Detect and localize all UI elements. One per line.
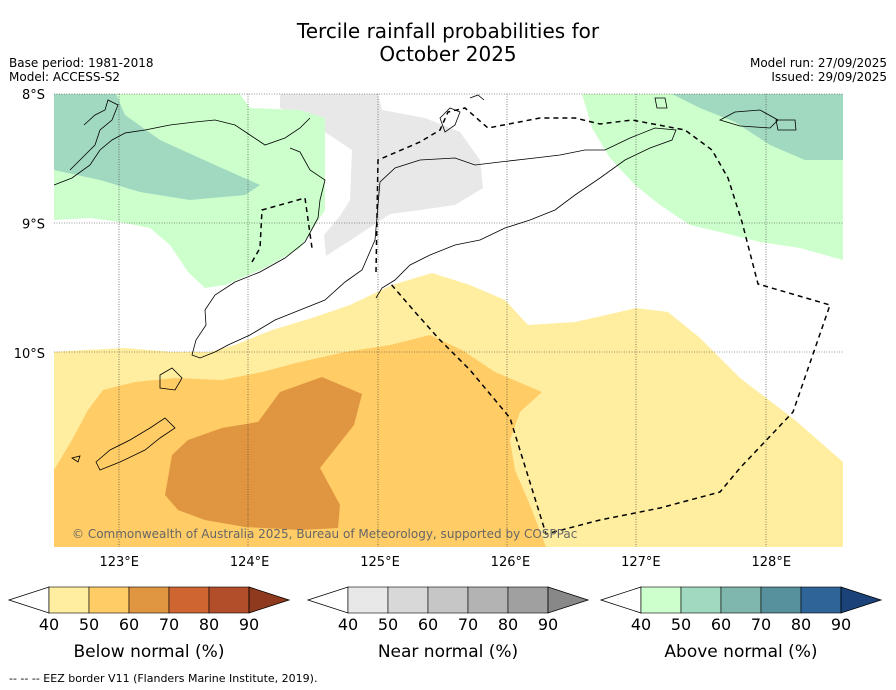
colorbar-3: 40 50 60 70 80 90 Above normal (%) [599,586,883,662]
colorbar-segment [88,586,130,614]
base-period: Base period: 1981-2018 [9,56,154,70]
y-tick-label: 8°S [22,88,45,103]
chart-title: Tercile rainfall probabilities for Octob… [0,20,896,66]
y-tick-label: 10°S [14,347,45,362]
colorbar-tick-label: 50 [79,615,99,634]
colorbar-tick-label: 80 [791,615,811,634]
meta-right: Model run: 27/09/2025 Issued: 29/09/2025 [750,56,887,84]
colorbar-2: 40 50 60 70 80 90 Near normal (%) [306,586,590,662]
footer-note: -- -- -- EEZ border V11 (Flanders Marine… [9,672,318,685]
below-normal-70-region [165,377,362,530]
colorbar-high-extension [248,586,291,614]
colorbar-tick-label: 40 [338,615,358,634]
colorbar-tick-label: 90 [831,615,851,634]
gridlines [54,93,843,547]
colorbar-segment [800,586,842,614]
colorbar-segment [128,586,170,614]
x-tick-label: 123°E [99,555,139,570]
alor-coastline [439,107,461,133]
colorbar-tick-label: 60 [711,615,731,634]
colorbar-segment [427,586,469,614]
y-tick-labels: 8°S 9°S 10°S [14,88,45,362]
colorbar-low-extension [306,586,349,614]
x-tick-label: 124°E [230,555,270,570]
x-tick-label: 126°E [491,555,531,570]
colorbar-label: Above normal (%) [664,642,817,662]
colorbar-tick-label: 90 [239,615,259,634]
colorbar-tick-label: 60 [418,615,438,634]
coastlines [53,94,797,471]
colorbar-segment [760,586,802,614]
colorbar-tick-label: 70 [751,615,771,634]
colorbar-segment [720,586,762,614]
colorbar-segment [168,586,210,614]
x-tick-label: 125°E [360,555,400,570]
issued-date: Issued: 29/09/2025 [771,70,887,84]
x-tick-labels: 123°E 124°E 125°E 126°E 127°E 128°E [99,555,791,570]
colorbar-segment [387,586,429,614]
flores-coastline-2 [69,99,119,171]
colorbar-segment [640,586,682,614]
copyright-text: © Commonwealth of Australia 2025, Bureau… [72,527,577,541]
rote-coastline [159,367,183,391]
colorbar-tick-label: 50 [671,615,691,634]
colorbar-tick-label: 40 [631,615,651,634]
colorbar-tick-label: 70 [159,615,179,634]
colorbar-tick-label: 40 [39,615,59,634]
model-run: Model run: 27/09/2025 [749,56,887,70]
colorbar-high-extension [547,586,590,614]
title-line-2: October 2025 [379,42,517,66]
small-island-2 [775,119,797,131]
eez-border [251,107,831,535]
colorbar-segment [467,586,509,614]
wetar-outline [469,94,485,101]
colorbar-label: Near normal (%) [378,642,518,662]
colorbar-low-extension [599,586,642,614]
above-normal-60-region-west [54,94,260,200]
small-island-1 [654,97,668,109]
model-name: Model: ACCESS-S2 [9,70,121,84]
colorbar-label: Below normal (%) [74,642,225,662]
colorbar-1: 40 50 60 70 80 90 Below normal (%) [7,586,291,662]
colorbar-segment [208,586,250,614]
colorbar-tick-label: 50 [378,615,398,634]
colorbar-tick-label: 80 [199,615,219,634]
x-tick-label: 128°E [752,555,792,570]
colorbar-segment [680,586,722,614]
timor-coastline [191,127,677,359]
y-tick-label: 9°S [22,217,45,232]
colorbar-tick-label: 60 [119,615,139,634]
title-line-1: Tercile rainfall probabilities for [296,19,600,43]
map-area [54,94,843,547]
colorbar-tick-label: 80 [498,615,518,634]
colorbar-high-extension [840,586,883,614]
colorbar-low-extension [7,586,50,614]
x-tick-label: 127°E [621,555,661,570]
colorbar-segment [48,586,90,614]
colorbars: 40 50 60 70 80 90 Below normal (%) 40 50 60 70 80 90… [7,586,883,662]
sumba-coastline [95,417,176,471]
meta-left: Base period: 1981-2018 Model: ACCESS-S2 [9,56,154,84]
colorbar-tick-label: 90 [538,615,558,634]
colorbar-segment [507,586,549,614]
colorbar-segment [347,586,389,614]
colorbar-tick-label: 70 [458,615,478,634]
sawu-coastline [71,455,81,463]
flores-coastline [53,117,311,186]
